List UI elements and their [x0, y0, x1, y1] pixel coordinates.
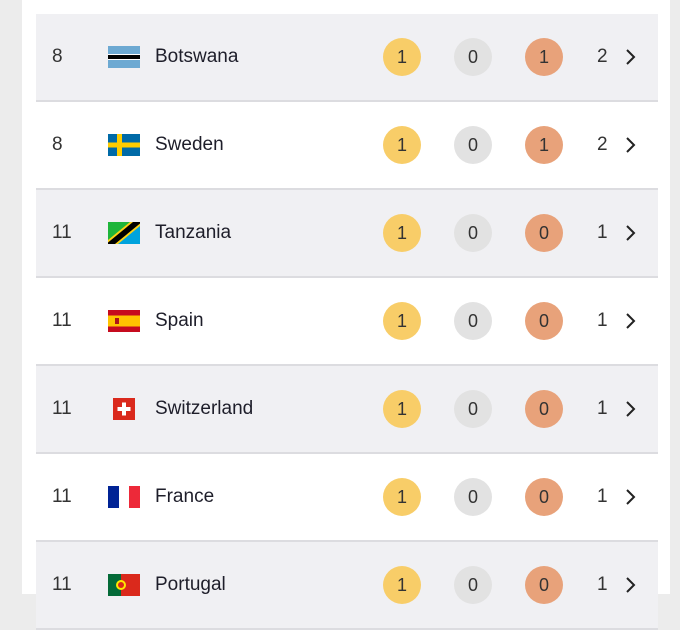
total-medal-count: 1 [597, 574, 608, 595]
rank: 8 [52, 134, 63, 155]
silver-medal-count: 0 [454, 390, 492, 428]
country-name: Sweden [155, 134, 224, 155]
table-row[interactable]: 11 Portugal 1 0 0 1 [36, 542, 658, 630]
rank: 11 [52, 222, 72, 243]
gold-medal-count: 1 [383, 478, 421, 516]
sweden-flag-icon [108, 134, 140, 156]
total-medal-count: 1 [597, 222, 608, 243]
country-name: Botswana [155, 46, 239, 67]
chevron-right-icon[interactable] [624, 576, 638, 594]
silver-medal-count: 0 [454, 566, 492, 604]
table-row[interactable]: 8 Sweden 1 0 1 2 [36, 102, 658, 190]
silver-medal-count: 0 [454, 126, 492, 164]
bronze-medal-count: 1 [525, 126, 563, 164]
gold-medal-count: 1 [383, 390, 421, 428]
bronze-medal-count: 0 [525, 478, 563, 516]
total-medal-count: 2 [597, 134, 608, 155]
silver-medal-count: 0 [454, 302, 492, 340]
table-row[interactable]: 11 Spain 1 0 0 1 [36, 278, 658, 366]
gold-medal-count: 1 [383, 214, 421, 252]
bronze-medal-count: 0 [525, 214, 563, 252]
france-flag-icon [108, 486, 140, 508]
total-medal-count: 1 [597, 398, 608, 419]
silver-medal-count: 0 [454, 478, 492, 516]
gold-medal-count: 1 [383, 566, 421, 604]
table-row[interactable]: 11 France 1 0 0 1 [36, 454, 658, 542]
chevron-right-icon[interactable] [624, 488, 638, 506]
bronze-medal-count: 0 [525, 302, 563, 340]
country-name: France [155, 486, 215, 507]
rank: 8 [52, 46, 63, 67]
switzerland-flag-icon [113, 398, 135, 420]
spain-flag-icon [108, 310, 140, 332]
silver-medal-count: 0 [454, 214, 492, 252]
chevron-right-icon[interactable] [624, 312, 638, 330]
table-row[interactable]: 11 Tanzania 1 0 0 1 [36, 190, 658, 278]
gold-medal-count: 1 [383, 126, 421, 164]
bronze-medal-count: 0 [525, 390, 563, 428]
gold-medal-count: 1 [383, 38, 421, 76]
rank: 11 [52, 574, 72, 595]
bronze-medal-count: 0 [525, 566, 563, 604]
country-name: Spain [155, 310, 204, 331]
table-row[interactable]: 11 Switzerland 1 0 0 1 [36, 366, 658, 454]
table-row[interactable]: 8 Botswana 1 0 1 2 [36, 14, 658, 102]
chevron-right-icon[interactable] [624, 224, 638, 242]
total-medal-count: 1 [597, 486, 608, 507]
total-medal-count: 2 [597, 46, 608, 67]
chevron-right-icon[interactable] [624, 136, 638, 154]
silver-medal-count: 0 [454, 38, 492, 76]
rank: 11 [52, 486, 72, 507]
botswana-flag-icon [108, 46, 140, 68]
country-name: Switzerland [155, 398, 254, 419]
chevron-right-icon[interactable] [624, 48, 638, 66]
rank: 11 [52, 398, 72, 419]
chevron-right-icon[interactable] [624, 400, 638, 418]
rank: 11 [52, 310, 72, 331]
medal-table: 8 Botswana 1 0 1 2 8 Sweden 1 0 1 2 [36, 14, 658, 630]
gold-medal-count: 1 [383, 302, 421, 340]
tanzania-flag-icon [108, 222, 140, 244]
bronze-medal-count: 1 [525, 38, 563, 76]
country-name: Portugal [155, 574, 226, 595]
country-name: Tanzania [155, 222, 232, 243]
total-medal-count: 1 [597, 310, 608, 331]
portugal-flag-icon [108, 574, 140, 596]
